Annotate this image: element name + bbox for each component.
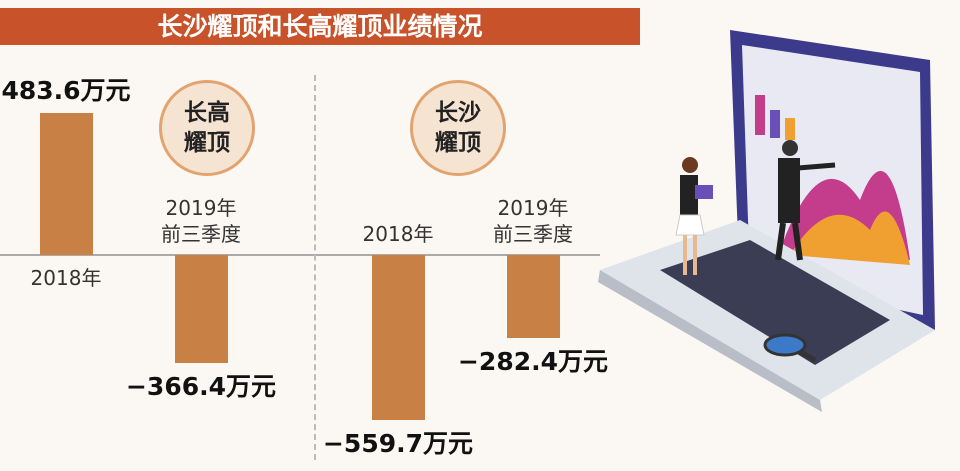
bar (506, 255, 560, 339)
value-label: −559.7万元 (322, 428, 474, 458)
bar (39, 112, 93, 255)
laptop-illustration (598, 30, 935, 412)
value-label: 483.6万元 (1, 75, 131, 105)
category-label: 2018年 (30, 266, 102, 290)
chart-badge: 长高耀顶 (159, 80, 255, 176)
category-label: 2019年前三季度 (493, 196, 573, 246)
value-label: −282.4万元 (457, 347, 609, 377)
category-label: 2019年前三季度 (161, 196, 241, 246)
baseline (0, 254, 600, 256)
category-label: 2018年 (362, 222, 434, 246)
bar (174, 255, 228, 363)
bar (371, 255, 425, 420)
chart-badge: 长沙耀顶 (410, 80, 506, 176)
title: 长沙耀顶和长高耀顶业绩情况 (157, 12, 483, 41)
divider (314, 75, 316, 460)
chart-title: 长沙耀顶 (435, 100, 481, 156)
value-label: −366.4万元 (125, 371, 277, 401)
title-bar (0, 8, 640, 45)
chart-title: 长高耀顶 (184, 100, 230, 156)
